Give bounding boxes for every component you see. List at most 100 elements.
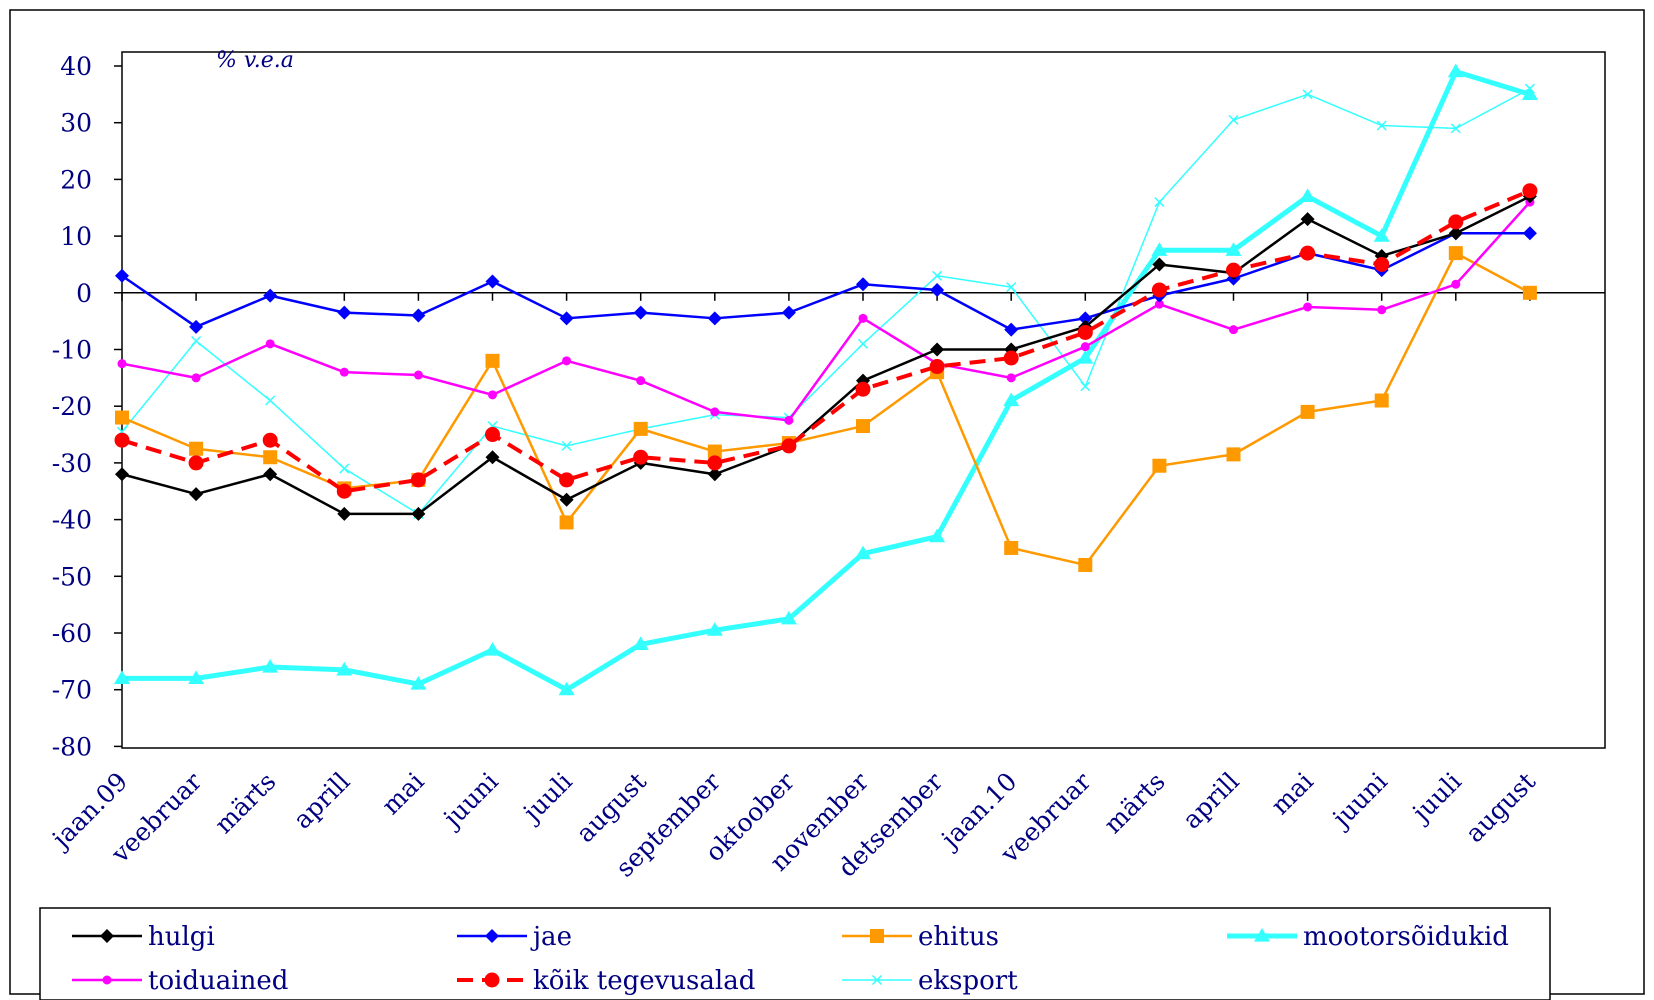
series-eksport-point [1006,282,1017,293]
series-koik-tegevusalad-point [1226,262,1241,278]
series-koik-tegevusalad-point [559,472,575,488]
series-toiduained-point [117,359,127,369]
series-mootorsoidukid-point [780,610,797,625]
series-toiduained-point [265,339,275,349]
series-jae-point [559,311,574,326]
series-koik-tegevusalad [114,183,1538,499]
series-hulgi-point [411,506,426,521]
series-toiduained-point [784,415,794,425]
legend-item-hulgi: hulgi [72,922,215,952]
series-koik-tegevusalad-point [1151,282,1167,298]
series-jae-point [707,311,722,326]
series-eksport-point [265,395,276,406]
series-koik-tegevusalad-point [1077,324,1093,340]
series-toiduained-point [1154,299,1164,309]
series-mootorsoidukid-point [188,670,205,684]
series-hulgi-point [263,467,278,482]
series-jae-point [930,282,945,297]
series-hulgi-point [115,467,129,482]
series-koik-tegevusalad-point [1374,256,1390,272]
series-hulgi-point [1448,226,1463,241]
legend-label: kõik tegevusalad [533,966,755,996]
series-jae-point [781,305,796,320]
y-tick-label: -20 [52,392,92,421]
series-toiduained-point [710,407,720,417]
series-line-hulgi [121,195,1531,516]
legend-swatch-point [1254,928,1270,942]
y-tick-label: -60 [52,619,92,648]
legend-swatch-point [870,929,884,943]
series-koik-tegevusalad-point [114,432,130,448]
legend-item-toiduained: toiduained [72,966,288,996]
series-ehitus-point [1004,540,1019,555]
legend-label: mootorsõidukid [1303,922,1509,952]
series-ehitus-point [189,441,204,456]
y-tick-label: 30 [60,109,92,138]
series-koik-tegevusalad-point [855,381,871,397]
series-jae-point [411,308,426,323]
legend-swatch-point [102,975,112,985]
series-ehitus-point [1078,557,1093,572]
y-tick-label: -40 [52,506,92,535]
series-mootorsoidukid-point [114,670,130,684]
series-mootorsoidukid-point [855,545,871,560]
series-eksport-point [1524,83,1535,94]
series-mootorsoidukid-point [336,661,353,676]
series-toiduained-point [636,376,646,386]
series-ehitus-point [707,444,722,459]
y-tick-label: -30 [52,449,92,478]
legend: hulgi jae ehitus mootorsõidukid toiduained kõ… [72,922,1509,996]
legend-item-ehitus: ehitus [842,922,999,952]
series-mootorsoidukid-point [1373,228,1390,242]
series-koik-tegevusalad-point [929,359,945,375]
series-jae-point [1522,226,1537,241]
series-mootorsoidukid-point [929,528,946,543]
series-eksport-point [339,463,350,474]
series-eksport-point [1154,197,1165,208]
series-line-toiduained [121,201,1531,422]
series-toiduained-point [488,390,497,400]
series-koik-tegevusalad-point [1003,350,1019,366]
series-ehitus-point [856,419,870,434]
series-line-eksport [121,88,1531,515]
series-jae-point [856,277,870,292]
series-koik-tegevusalad-point [410,472,426,488]
y-tick-label: -70 [52,676,92,705]
series-mootorsoidukid-point [1521,86,1538,100]
series-toiduained-point [858,313,868,323]
y-tick-label: -80 [52,732,92,761]
chart-outer-border [9,9,1645,995]
series-mootorsoidukid-point [1151,242,1168,256]
y-tick-label: 40 [60,52,92,81]
series-ehitus-point [1448,246,1463,261]
legend-item-koik-tegevusalad: kõik tegevusalad [457,966,755,996]
legend-label: ehitus [918,922,999,952]
series-toiduained [117,197,1535,425]
legend-label: toiduained [148,966,288,996]
series-line-mootorsoidukid [122,69,1531,693]
series-mootorsoidukid-point [1077,350,1094,364]
series-ehitus-point [1300,404,1315,419]
legend-label: hulgi [148,922,215,952]
series-ehitus-point [115,410,129,425]
series-mootorsoidukid-point [706,622,723,636]
series-ehitus-point [485,353,500,368]
series-eksport-point [857,338,869,349]
series-ehitus-point [1226,447,1241,462]
series-toiduained-point [413,370,423,380]
series-mootorsoidukid-point [632,636,649,650]
y-tick-label: -10 [52,336,92,365]
plot-area-border [121,51,1606,749]
series-jae-point [115,268,129,283]
series-toiduained-point [1377,305,1387,315]
series-eksport-point [561,440,572,451]
series-koik-tegevusalad-point [188,455,204,471]
series-toiduained-point [1080,342,1090,352]
series-hulgi-point [485,450,500,465]
series-mootorsoidukid-point [558,681,575,696]
series-jae-point [263,288,278,303]
series-eksport-point [1376,120,1387,131]
series-jae-point [1078,311,1093,326]
series-toiduained-point [1006,373,1016,383]
series-layer [114,63,1538,696]
